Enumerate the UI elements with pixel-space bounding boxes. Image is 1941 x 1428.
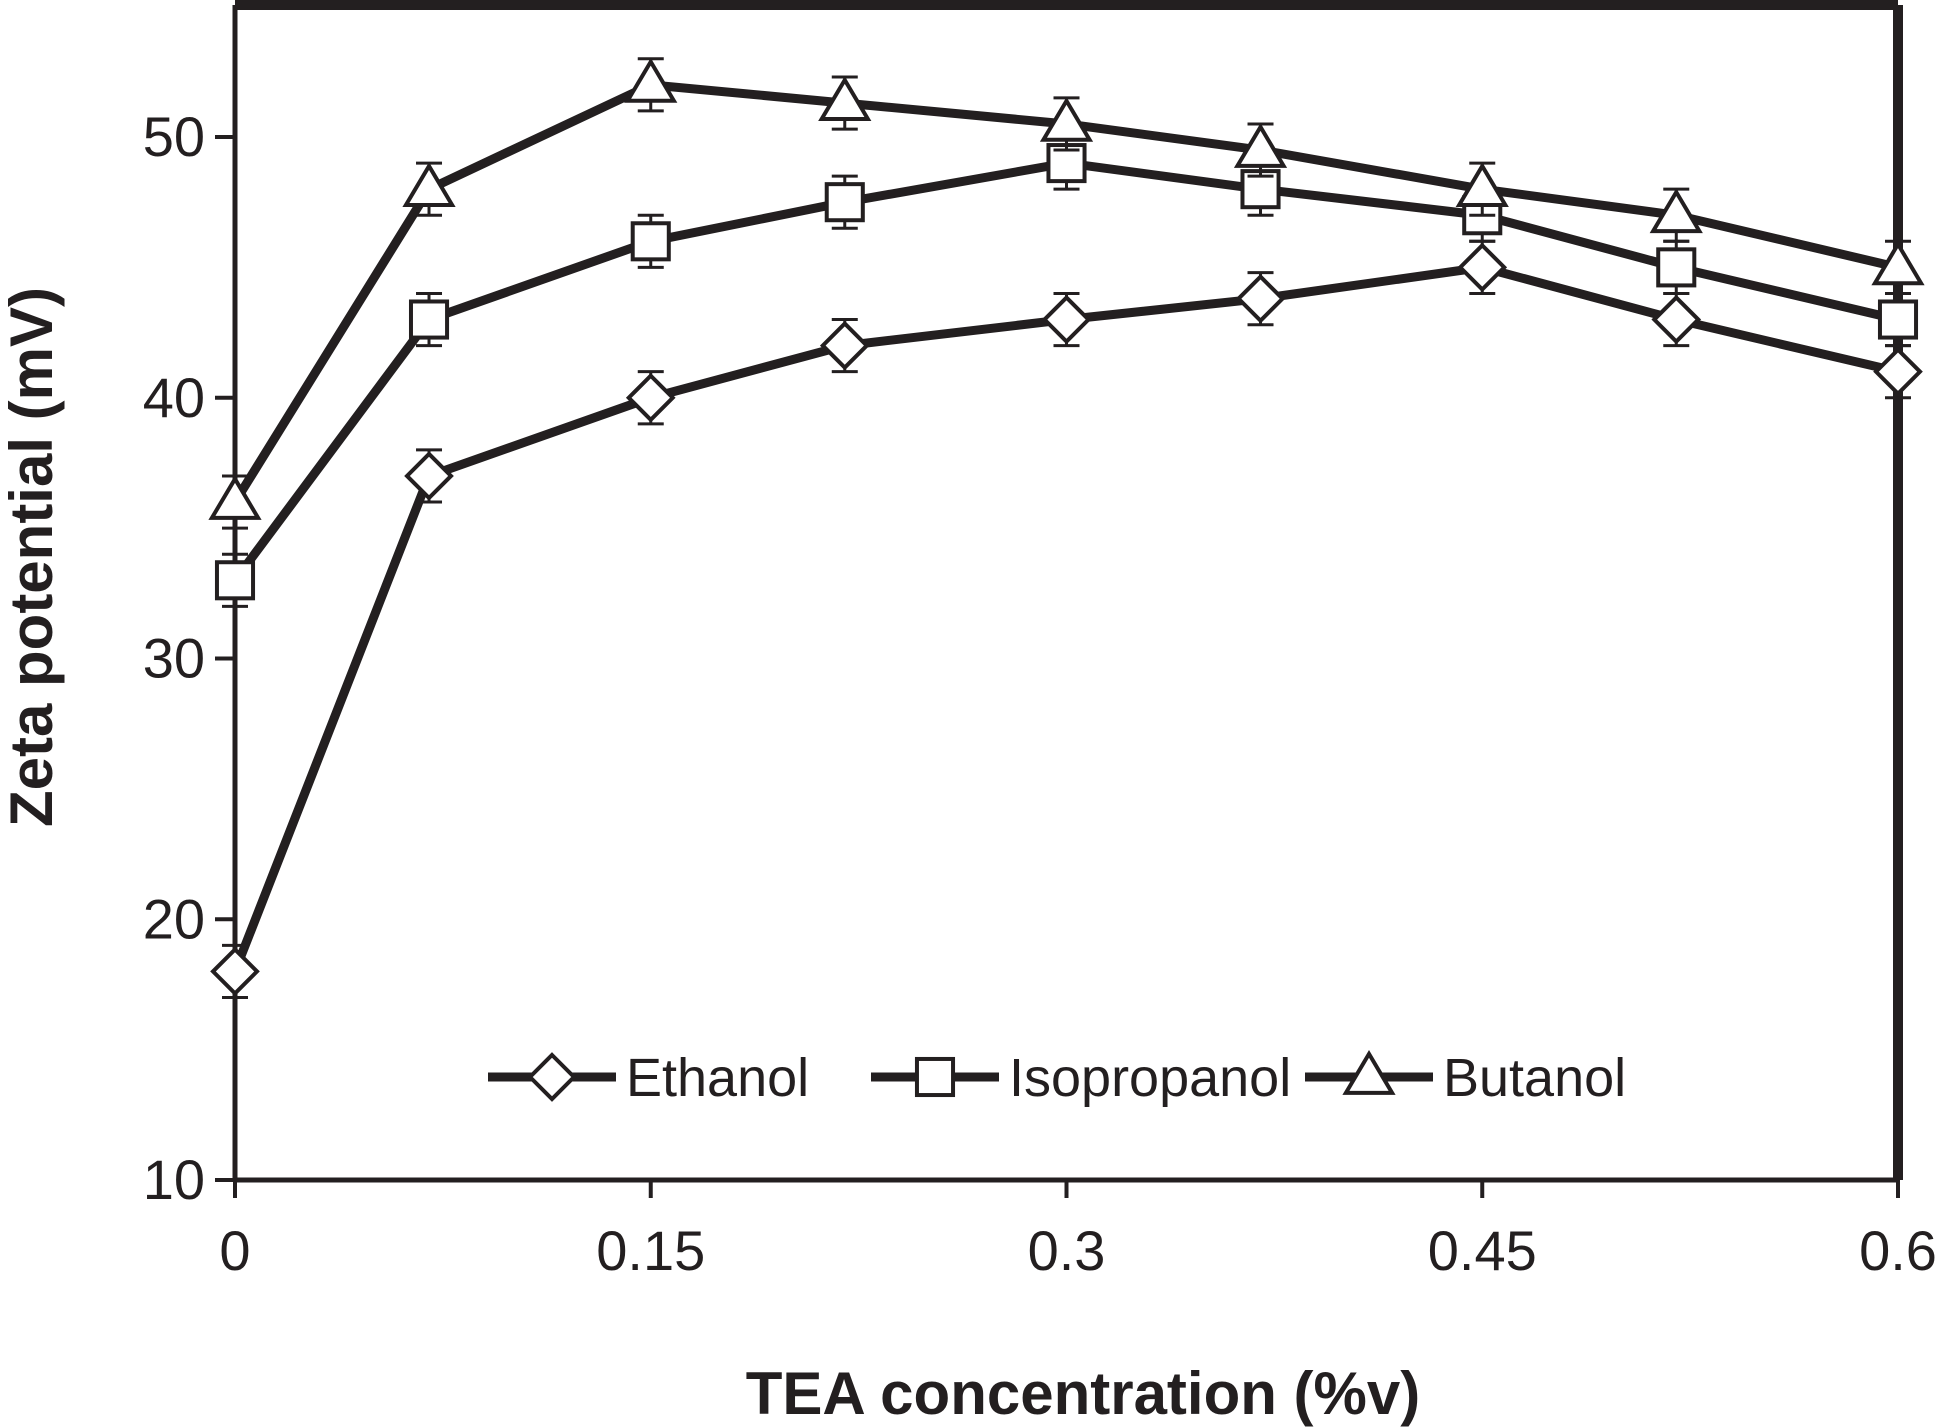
x-axis-title: TEA concentration (%v) bbox=[746, 1360, 1421, 1427]
x-tick-label: 0.15 bbox=[596, 1219, 705, 1282]
legend-marker bbox=[1342, 1049, 1396, 1095]
legend: Ethanol Isopropanol Butanol bbox=[488, 1048, 1626, 1108]
data-point bbox=[210, 946, 260, 997]
series-ethanol bbox=[210, 239, 1923, 999]
legend-marker bbox=[914, 1056, 956, 1098]
x-tick-label: 0.45 bbox=[1428, 1219, 1537, 1282]
legend-label: Butanol bbox=[1443, 1048, 1626, 1108]
data-point bbox=[1455, 162, 1509, 207]
series-isopropanol bbox=[214, 135, 1919, 608]
x-tick-label: 0 bbox=[219, 1219, 250, 1282]
data-point bbox=[1873, 346, 1923, 397]
y-tick-label: 30 bbox=[143, 627, 205, 690]
series-line bbox=[230, 262, 1900, 974]
data-point bbox=[1871, 240, 1925, 286]
x-tick-label: 0.6 bbox=[1859, 1219, 1937, 1282]
legend-item-isopropanol: Isopropanol bbox=[871, 1048, 1291, 1108]
legend-label: Ethanol bbox=[626, 1048, 809, 1108]
data-point bbox=[1649, 188, 1703, 234]
data-point bbox=[408, 299, 450, 340]
data-point bbox=[625, 372, 676, 423]
data-point bbox=[1235, 273, 1286, 324]
y-tick-label: 20 bbox=[143, 887, 205, 950]
legend-marker bbox=[527, 1052, 577, 1102]
series-line bbox=[231, 158, 1900, 583]
data-point bbox=[630, 221, 671, 262]
legend-item-ethanol: Ethanol bbox=[488, 1048, 809, 1108]
data-point bbox=[1651, 294, 1702, 345]
data-point bbox=[1041, 294, 1092, 345]
data-point bbox=[214, 560, 256, 601]
data-point bbox=[624, 57, 678, 103]
axis-ticks: 10 20 30 40 50 0 0.15 0.3 0.45 0.6 bbox=[143, 105, 1937, 1282]
data-point bbox=[818, 76, 872, 121]
y-axis-title: Zeta potential (mV) bbox=[0, 287, 65, 827]
data-point bbox=[1039, 96, 1094, 142]
data-point bbox=[1656, 247, 1697, 288]
data-point bbox=[819, 320, 870, 371]
data-point bbox=[402, 162, 456, 207]
y-tick-label: 50 bbox=[143, 105, 205, 168]
legend-label: Isopropanol bbox=[1009, 1048, 1291, 1108]
data-point bbox=[1877, 299, 1919, 340]
series-butanol bbox=[208, 57, 1925, 530]
data-point bbox=[1233, 123, 1288, 168]
data-point bbox=[208, 475, 262, 520]
data-series bbox=[208, 57, 1925, 999]
data-point bbox=[1457, 242, 1508, 293]
x-tick-label: 0.3 bbox=[1028, 1219, 1106, 1282]
data-point bbox=[404, 451, 454, 501]
y-tick-label: 40 bbox=[143, 366, 205, 429]
data-point bbox=[824, 182, 865, 223]
y-tick-label: 10 bbox=[143, 1148, 205, 1211]
legend-item-butanol: Butanol bbox=[1305, 1048, 1626, 1108]
